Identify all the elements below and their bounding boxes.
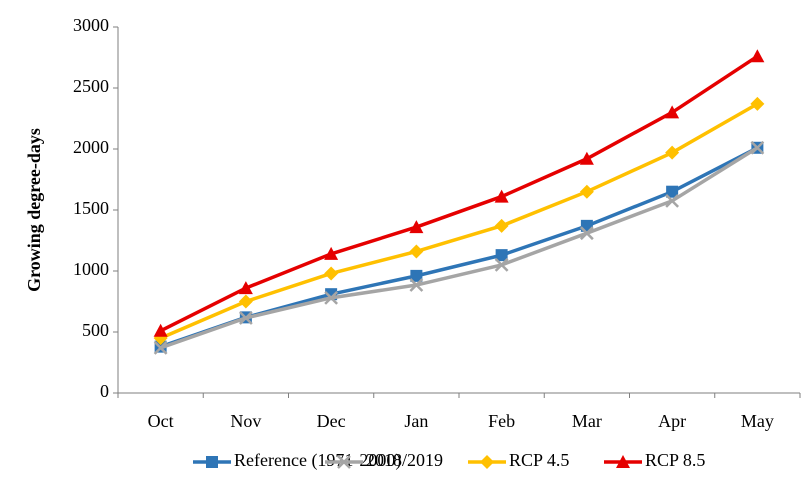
legend-label: RCP 8.5 [645,450,705,470]
legend-marker [206,456,218,468]
marker [495,249,508,262]
legend-item: Reference (1971-2000) [193,450,401,471]
legend-item: RCP 4.5 [468,450,569,470]
y-tick-label: 2000 [73,137,109,157]
marker [579,226,594,241]
marker [750,49,765,63]
marker [409,220,424,234]
legend-label: RCP 4.5 [509,450,569,470]
y-axis-label: Growing degree-days [24,128,44,292]
marker [494,189,509,203]
series [154,141,764,353]
legend-label: Reference (1971-2000) [234,450,401,471]
series [153,96,765,346]
y-tick-label: 3000 [73,15,109,35]
marker [238,281,253,295]
y-tick-label: 1000 [73,259,109,279]
marker [153,323,168,337]
x-tick-label: Oct [148,411,174,431]
y-tick-label: 2500 [73,76,109,96]
marker [665,193,680,208]
x-tick-label: Jan [404,411,428,431]
marker [153,340,168,355]
marker [324,266,339,281]
marker [494,218,509,233]
legend-marker [337,455,351,469]
marker [409,278,424,292]
series [153,140,765,355]
marker [665,105,680,119]
line [159,102,759,340]
legend-label: 2018/2019 [366,450,443,470]
y-tick-label: 1500 [73,198,109,218]
legend-item: 2018/2019 [325,450,443,470]
legend-item: RCP 8.5 [604,450,705,470]
x-tick-label: Mar [572,411,602,431]
x-tick-label: Dec [317,411,346,431]
marker [579,184,594,199]
marker [750,140,765,155]
x-tick-label: Apr [658,411,686,431]
marker [238,294,253,309]
marker [410,269,423,282]
marker [665,145,680,160]
marker [324,246,339,260]
marker [238,311,253,325]
marker [324,290,339,305]
x-tick-label: May [741,411,774,431]
marker [666,185,679,198]
marker [494,258,509,272]
legend-marker [480,455,494,469]
legend-marker [616,455,630,468]
y-tick-label: 500 [82,320,109,340]
x-tick-label: Nov [230,411,261,431]
marker [579,151,594,165]
line [159,54,759,333]
y-tick-label: 0 [100,381,109,401]
x-tick-label: Feb [488,411,515,431]
marker [409,244,424,259]
marker [750,96,765,111]
series [153,49,765,337]
line [160,146,759,350]
